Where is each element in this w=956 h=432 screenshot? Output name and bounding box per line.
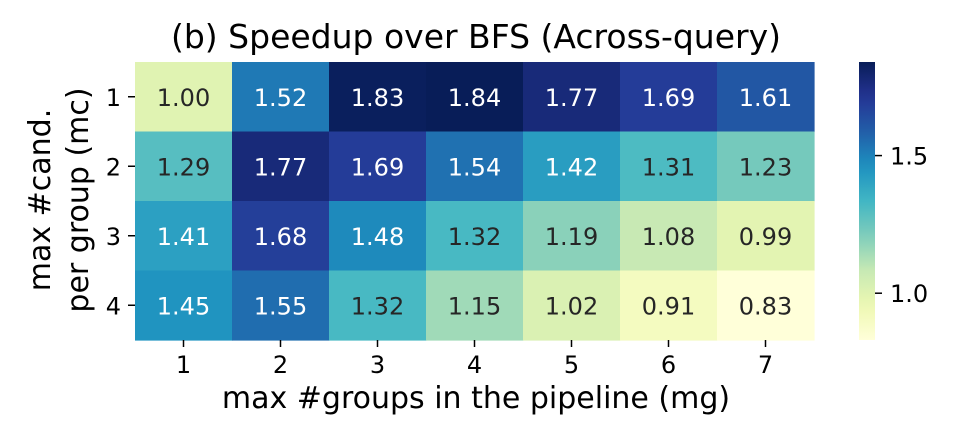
cell-value-label: 1.42 [545, 153, 598, 181]
cell-value-label: 1.02 [545, 292, 598, 320]
y-axis-label-line-1: max #cand. [23, 109, 58, 292]
heatmap-cell [329, 62, 427, 133]
y-tick-label: 3 [106, 223, 121, 251]
heatmap-cell [523, 62, 621, 133]
colorbar-tick-label: 1.5 [890, 143, 928, 171]
heatmap-cells: 1.00 1.52 1.83 1.84 1.77 1.69 1.61 1.29 1.77 1.69… [135, 62, 815, 341]
y-tick-label: 1 [106, 84, 121, 112]
heatmap-cell [232, 201, 330, 272]
heatmap-cell [620, 131, 718, 202]
cell-value-label: 1.45 [157, 292, 210, 320]
colorbar [859, 62, 875, 340]
cell-value-label: 1.61 [739, 84, 792, 112]
heatmap-cell [426, 201, 524, 272]
y-tick-label: 4 [106, 292, 121, 320]
colorbar-tick-label: 1.0 [890, 280, 928, 308]
heatmap-cell [329, 201, 427, 272]
y-axis-label: max #cand. per group (mc) [23, 87, 96, 312]
cell-value-label: 1.29 [157, 153, 210, 181]
heatmap-cell [426, 62, 524, 133]
heatmap-cell [135, 131, 233, 202]
heatmap-cell [523, 131, 621, 202]
x-tick-label: 7 [758, 351, 773, 379]
x-tick-label: 2 [273, 351, 288, 379]
heatmap-cell [329, 270, 427, 341]
cell-value-label: 1.83 [351, 84, 404, 112]
heatmap-cell [426, 131, 524, 202]
heatmap-cell [620, 62, 718, 133]
heatmap-cell [717, 201, 815, 272]
cell-value-label: 1.69 [642, 84, 695, 112]
cell-value-label: 1.19 [545, 223, 598, 251]
heatmap-cell [329, 131, 427, 202]
colorbar-ticks: 1.0 1.5 [875, 143, 928, 308]
x-tick-label: 5 [564, 351, 579, 379]
cell-value-label: 1.32 [448, 223, 501, 251]
cell-value-label: 1.23 [739, 153, 792, 181]
cell-value-label: 0.99 [739, 223, 792, 251]
heatmap-cell [523, 201, 621, 272]
cell-value-label: 1.77 [254, 153, 307, 181]
x-axis-ticks: 1 2 3 4 5 6 7 [176, 340, 773, 379]
cell-value-label: 1.08 [642, 223, 695, 251]
heatmap-cell [717, 62, 815, 133]
heatmap-cell [620, 270, 718, 341]
x-axis-label: max #groups in the pipeline (mg) [222, 381, 730, 416]
heatmap-cell [135, 201, 233, 272]
x-tick-label: 1 [176, 351, 191, 379]
heatmap-cell [523, 270, 621, 341]
cell-value-label: 1.00 [157, 84, 210, 112]
cell-value-label: 1.77 [545, 84, 598, 112]
x-tick-label: 6 [661, 351, 676, 379]
heatmap-cell [426, 270, 524, 341]
cell-value-label: 0.91 [642, 292, 695, 320]
heatmap-cell [135, 270, 233, 341]
cell-value-label: 1.48 [351, 223, 404, 251]
cell-value-label: 1.55 [254, 292, 307, 320]
y-axis-ticks: 1 2 3 4 [106, 84, 135, 320]
heatmap-cell [135, 62, 233, 133]
cell-value-label: 1.68 [254, 223, 307, 251]
cell-value-label: 1.54 [448, 153, 501, 181]
cell-value-label: 1.69 [351, 153, 404, 181]
cell-value-label: 1.15 [448, 292, 501, 320]
cell-value-label: 1.84 [448, 84, 501, 112]
heatmap-cell [232, 131, 330, 202]
heatmap-cell [232, 62, 330, 133]
x-tick-label: 3 [370, 351, 385, 379]
x-tick-label: 4 [467, 351, 482, 379]
cell-value-label: 1.41 [157, 223, 210, 251]
heatmap-cell [717, 131, 815, 202]
y-tick-label: 2 [106, 153, 121, 181]
heatmap-cell [232, 270, 330, 341]
heatmap-cell [620, 201, 718, 272]
cell-value-label: 1.32 [351, 292, 404, 320]
cell-value-label: 1.52 [254, 84, 307, 112]
y-axis-label-line-2: per group (mc) [61, 87, 96, 312]
cell-value-label: 1.31 [642, 153, 695, 181]
chart-title: (b) Speedup over BFS (Across-query) [171, 17, 781, 56]
cell-value-label: 0.83 [739, 292, 792, 320]
heatmap-cell [717, 270, 815, 341]
